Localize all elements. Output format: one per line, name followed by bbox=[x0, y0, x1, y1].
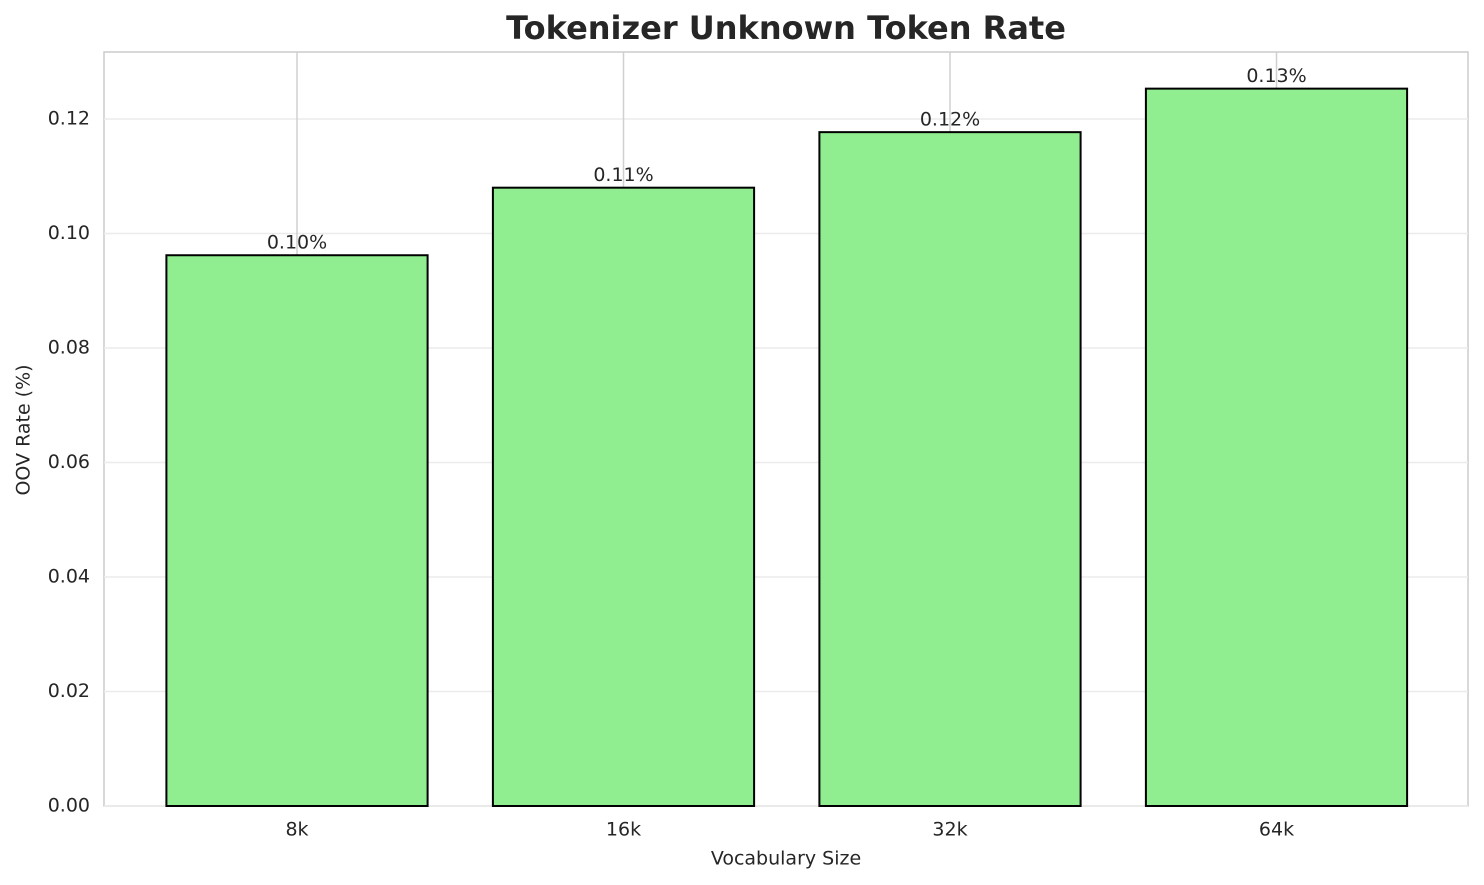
x-axis-label: Vocabulary Size bbox=[711, 848, 861, 870]
value-label: 0.10% bbox=[267, 232, 327, 254]
x-tick-label: 32k bbox=[932, 819, 967, 841]
y-tick-label: 0.06 bbox=[48, 451, 90, 473]
value-label: 0.13% bbox=[1246, 65, 1306, 87]
bar bbox=[165, 254, 429, 808]
y-tick-label: 0.04 bbox=[48, 565, 90, 587]
chart-title: Tokenizer Unknown Token Rate bbox=[506, 9, 1066, 47]
value-label: 0.12% bbox=[920, 109, 980, 131]
value-label: 0.11% bbox=[593, 164, 653, 186]
y-tick-label: 0.08 bbox=[48, 336, 90, 358]
y-axis-label: OOV Rate (%) bbox=[13, 364, 35, 495]
bar bbox=[1144, 87, 1409, 807]
bar bbox=[818, 131, 1082, 807]
y-tick-label: 0.00 bbox=[48, 795, 90, 817]
x-tick-label: 8k bbox=[285, 819, 308, 841]
x-tick-label: 64k bbox=[1259, 819, 1294, 841]
y-tick-label: 0.02 bbox=[48, 680, 90, 702]
y-tick-label: 0.10 bbox=[48, 222, 90, 244]
bar bbox=[491, 186, 756, 807]
x-tick-label: 16k bbox=[606, 819, 641, 841]
y-tick-label: 0.12 bbox=[48, 107, 90, 129]
